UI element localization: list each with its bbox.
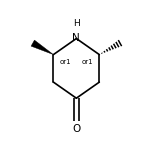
Text: H: H: [73, 19, 80, 28]
Text: or1: or1: [81, 59, 93, 65]
Text: or1: or1: [60, 59, 71, 65]
Polygon shape: [31, 40, 53, 55]
Text: N: N: [72, 33, 80, 43]
Text: O: O: [72, 124, 80, 134]
